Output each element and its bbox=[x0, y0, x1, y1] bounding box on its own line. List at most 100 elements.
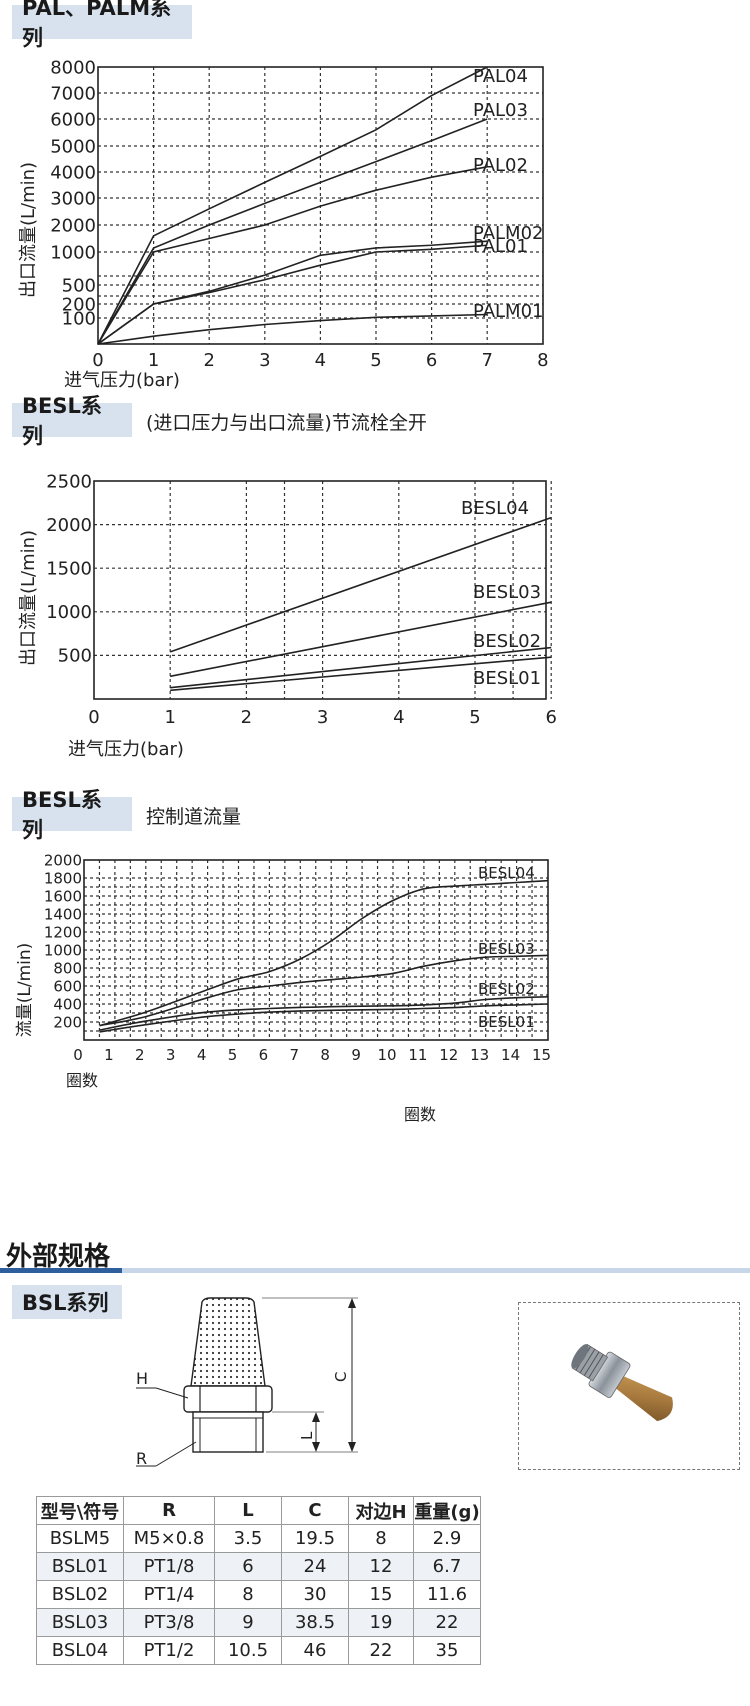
cell-l: 6 bbox=[214, 1552, 282, 1581]
x-tick-label: 7 bbox=[481, 350, 492, 371]
x-tick-label: 4 bbox=[315, 350, 326, 371]
cell-c: 30 bbox=[281, 1580, 349, 1609]
cell-h: 8 bbox=[348, 1524, 414, 1553]
y-tick-label: 200 bbox=[62, 294, 96, 315]
col-header-weight: 重量(g) bbox=[413, 1496, 481, 1525]
col-header-r: R bbox=[123, 1496, 215, 1525]
chart3-ylabel: 流量(L/min) bbox=[15, 943, 35, 1038]
cell-r: PT3/8 bbox=[123, 1608, 215, 1637]
x-tick-label: 1 bbox=[148, 350, 159, 371]
cell-c: 46 bbox=[281, 1636, 349, 1665]
y-tick-label: 500 bbox=[62, 275, 96, 296]
silencer-diagram: C L H R bbox=[136, 1297, 358, 1468]
chart3-tab-title: BESL系列 bbox=[12, 788, 132, 842]
y-tick-label: 1600 bbox=[44, 887, 82, 905]
x-tick-label: 12 bbox=[439, 1046, 458, 1064]
x-tick-label: 6 bbox=[259, 1046, 269, 1064]
x-tick-label: 3 bbox=[317, 707, 328, 728]
series-line-palm02 bbox=[97, 240, 488, 345]
series-line-besl04 bbox=[169, 516, 552, 653]
table-row: BSL02 PT1/4 8 30 15 11.6 bbox=[36, 1580, 481, 1609]
chart3-plot: 0 1 2 3 4 5 6 7 8 9 10 11 12 13 14 15200400600800100012… bbox=[15, 851, 551, 1124]
y-tick-label: 1000 bbox=[44, 941, 82, 959]
series-line-besl04 bbox=[99, 879, 548, 1027]
series-line-besl01 bbox=[99, 1003, 548, 1033]
x-tick-label: 5 bbox=[370, 350, 381, 371]
x-tick-label: 14 bbox=[501, 1046, 520, 1064]
x-tick-label: 10 bbox=[377, 1046, 396, 1064]
cell-weight: 6.7 bbox=[413, 1552, 481, 1581]
spec-table: 型号\符号 R L C 对边H 重量(g) BSLM5 M5×0.8 3.5 1… bbox=[36, 1496, 481, 1665]
series-label-besl01: BESL01 bbox=[478, 1013, 535, 1031]
cell-c: 19.5 bbox=[281, 1524, 349, 1553]
section-rule-accent bbox=[0, 1268, 122, 1273]
series-label-besl03: BESL03 bbox=[473, 582, 541, 603]
bsl-tab-title: BSL系列 bbox=[12, 1285, 122, 1319]
x-tick-label: 5 bbox=[469, 707, 480, 728]
chart3-xlabel-2: 圈数 bbox=[404, 1105, 436, 1124]
x-tick-label: 4 bbox=[393, 707, 404, 728]
series-line-besl02 bbox=[170, 646, 552, 689]
cell-weight: 11.6 bbox=[413, 1580, 481, 1609]
cell-l: 10.5 bbox=[214, 1636, 282, 1665]
cell-c: 24 bbox=[281, 1552, 349, 1581]
y-tick-label: 1400 bbox=[44, 905, 82, 923]
series-line-pal04 bbox=[97, 66, 488, 345]
y-tick-label: 200 bbox=[53, 1013, 82, 1031]
x-tick-label: 3 bbox=[166, 1046, 176, 1064]
cell-weight: 2.9 bbox=[413, 1524, 481, 1553]
chart3-xlabel: 圈数 bbox=[66, 1071, 98, 1090]
y-tick-label: 1000 bbox=[46, 602, 92, 623]
series-line-besl02 bbox=[99, 996, 548, 1031]
x-tick-label: 4 bbox=[197, 1046, 207, 1064]
y-tick-label: 6000 bbox=[50, 109, 96, 130]
series-line-pal01 bbox=[97, 244, 488, 345]
y-tick-label: 2000 bbox=[46, 515, 92, 536]
cell-h: 19 bbox=[348, 1608, 414, 1637]
x-tick-label: 11 bbox=[408, 1046, 427, 1064]
series-label-besl03: BESL03 bbox=[478, 940, 535, 958]
x-tick-label: 1 bbox=[164, 707, 175, 728]
dim-r-label: R bbox=[136, 1449, 147, 1468]
y-tick-label: 100 bbox=[62, 308, 96, 329]
series-line-besl03 bbox=[170, 601, 552, 678]
table-row: BSL04 PT1/2 10.5 46 22 35 bbox=[36, 1636, 481, 1665]
col-header-model: 型号\符号 bbox=[36, 1496, 124, 1525]
chart1-tab-title: PAL、PALM系列 bbox=[12, 0, 192, 50]
series-line-besl01 bbox=[170, 656, 552, 692]
series-label-pal02: PAL02 bbox=[473, 155, 528, 176]
series-line-besl03 bbox=[99, 954, 548, 1027]
x-tick-label: 7 bbox=[290, 1046, 300, 1064]
dim-l-label: L bbox=[298, 1431, 316, 1440]
series-line-pal03 bbox=[97, 118, 488, 345]
chart3-frame bbox=[83, 859, 549, 1041]
col-header-h: 对边H bbox=[348, 1496, 414, 1525]
chart2-frame bbox=[93, 480, 547, 700]
y-tick-label: 8000 bbox=[50, 57, 96, 78]
table-row: BSL03 PT3/8 9 38.5 19 22 bbox=[36, 1608, 481, 1637]
x-tick-label: 5 bbox=[228, 1046, 238, 1064]
y-tick-label: 800 bbox=[53, 959, 82, 977]
x-tick-label: 0 bbox=[73, 1046, 83, 1064]
x-tick-label: 2 bbox=[241, 707, 252, 728]
x-tick-label: 6 bbox=[545, 707, 556, 728]
cell-l: 9 bbox=[214, 1608, 282, 1637]
series-label-besl02: BESL02 bbox=[473, 631, 541, 652]
table-row: BSL01 PT1/8 6 24 12 6.7 bbox=[36, 1552, 481, 1581]
y-tick-label: 1800 bbox=[44, 869, 82, 887]
x-tick-label: 2 bbox=[135, 1046, 145, 1064]
cell-h: 22 bbox=[348, 1636, 414, 1665]
series-label-palm02: PALM02 bbox=[473, 223, 543, 244]
chart1-frame bbox=[97, 66, 544, 345]
chart2-plot: 0 1 2 3 4 5 6 500 1000 1500 2000 2500 BESL04 BESL03 B… bbox=[18, 471, 557, 760]
x-tick-label: 1 bbox=[104, 1046, 114, 1064]
cell-model: BSL02 bbox=[36, 1580, 124, 1609]
chart1-xlabel: 进气压力(bar) bbox=[64, 370, 180, 391]
y-tick-label: 600 bbox=[53, 977, 82, 995]
product-photo-frame bbox=[518, 1302, 740, 1470]
cell-r: M5×0.8 bbox=[123, 1524, 215, 1553]
series-line-pal02 bbox=[97, 166, 488, 345]
cell-h: 12 bbox=[348, 1552, 414, 1581]
series-label-besl04: BESL04 bbox=[461, 498, 529, 519]
